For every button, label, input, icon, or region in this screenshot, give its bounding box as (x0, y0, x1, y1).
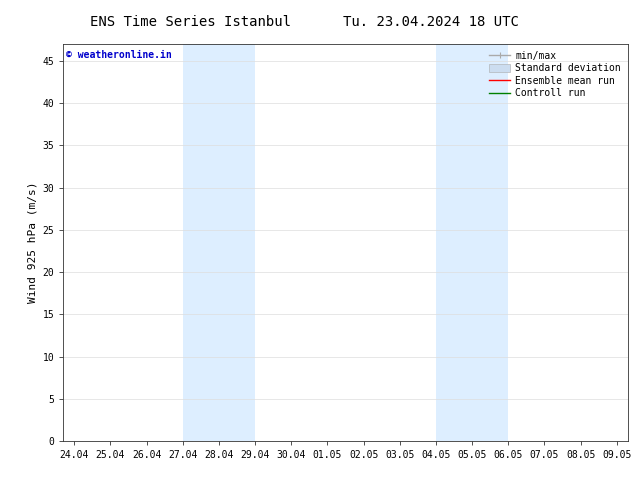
Bar (183, 44, 255, 441)
Text: Tu. 23.04.2024 18 UTC: Tu. 23.04.2024 18 UTC (343, 15, 519, 29)
Y-axis label: Wind 925 hPa (m/s): Wind 925 hPa (m/s) (27, 182, 37, 303)
Text: ENS Time Series Istanbul: ENS Time Series Istanbul (89, 15, 291, 29)
Text: © weatheronline.in: © weatheronline.in (66, 50, 172, 60)
Bar (436, 44, 508, 441)
Legend: min/max, Standard deviation, Ensemble mean run, Controll run: min/max, Standard deviation, Ensemble me… (487, 49, 623, 100)
